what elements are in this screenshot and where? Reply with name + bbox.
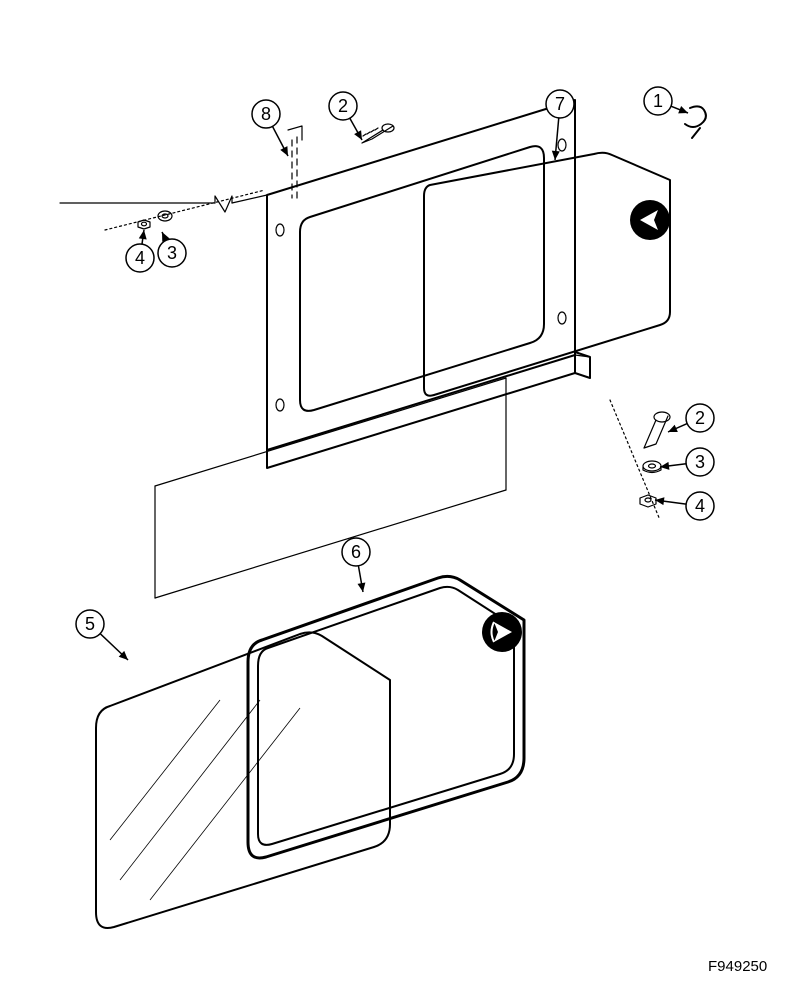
callout-number: 3: [167, 243, 177, 263]
part-frame: [267, 100, 590, 468]
callout-number: 4: [135, 248, 145, 268]
callout-number: 1: [653, 91, 663, 111]
direction-marker-lower: [482, 612, 522, 652]
part-gasket: [248, 576, 524, 858]
callout-number: 6: [351, 542, 361, 562]
part-glass-front: [96, 632, 390, 928]
callout-number: 8: [261, 104, 271, 124]
callout-number: 5: [85, 614, 95, 634]
callouts: 1 2 2 3 3 4 4 5 6 7 8: [76, 87, 714, 660]
part-washer-nut-left: [105, 190, 265, 230]
callout-number: 3: [695, 452, 705, 472]
part-screw-upper: [362, 124, 394, 143]
callout-number: 7: [555, 94, 565, 114]
callout-number: 2: [338, 96, 348, 116]
callout-number: 2: [695, 408, 705, 428]
part-clip: [685, 106, 706, 138]
parts-diagram: 1 2 2 3 3 4 4 5 6 7 8: [0, 0, 808, 1000]
part-glass-rear: [424, 153, 670, 396]
document-id: F949250: [708, 958, 767, 975]
direction-marker-upper: [630, 200, 670, 240]
callout-number: 4: [695, 496, 705, 516]
